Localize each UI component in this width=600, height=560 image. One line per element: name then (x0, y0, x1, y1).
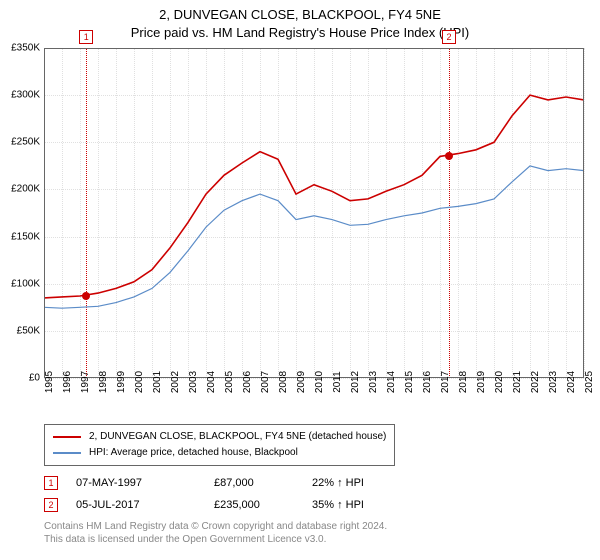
x-tick-label: 2025 (584, 371, 595, 393)
sale-vs-hpi: 22% ↑ HPI (312, 477, 402, 489)
sale-date: 05-JUL-2017 (76, 499, 196, 511)
table-row: 1 07-MAY-1997 £87,000 22% ↑ HPI (44, 472, 402, 494)
y-tick-label: £100K (0, 278, 40, 289)
x-tick-label: 2020 (494, 371, 505, 393)
chart-container: 2, DUNVEGAN CLOSE, BLACKPOOL, FY4 5NE Pr… (0, 0, 600, 560)
x-tick-label: 2000 (134, 371, 145, 393)
x-tick-label: 2002 (170, 371, 181, 393)
x-tick-label: 2006 (242, 371, 253, 393)
sale-marker-badge: 2 (442, 30, 456, 44)
x-tick-label: 2008 (278, 371, 289, 393)
footnote: Contains HM Land Registry data © Crown c… (44, 520, 387, 546)
footnote-line: Contains HM Land Registry data © Crown c… (44, 520, 387, 533)
y-tick-label: £150K (0, 231, 40, 242)
x-tick-label: 1995 (44, 371, 55, 393)
legend-item: HPI: Average price, detached house, Blac… (53, 445, 386, 461)
x-tick-label: 2012 (350, 371, 361, 393)
sale-marker-badge: 1 (79, 30, 93, 44)
sale-date: 07-MAY-1997 (76, 477, 196, 489)
x-tick-label: 2015 (404, 371, 415, 393)
legend: 2, DUNVEGAN CLOSE, BLACKPOOL, FY4 5NE (d… (44, 424, 395, 466)
x-tick-label: 2005 (224, 371, 235, 393)
sale-price: £235,000 (214, 499, 294, 511)
legend-swatch (53, 436, 81, 438)
x-tick-label: 2019 (476, 371, 487, 393)
legend-swatch (53, 452, 81, 454)
x-tick-label: 2023 (548, 371, 559, 393)
x-tick-label: 2014 (386, 371, 397, 393)
x-tick-label: 2009 (296, 371, 307, 393)
marker-badge: 2 (44, 498, 58, 512)
x-tick-label: 1996 (62, 371, 73, 393)
y-tick-label: £350K (0, 43, 40, 54)
x-tick-label: 2003 (188, 371, 199, 393)
x-tick-label: 1997 (80, 371, 91, 393)
title-address: 2, DUNVEGAN CLOSE, BLACKPOOL, FY4 5NE (0, 6, 600, 24)
y-tick-label: £50K (0, 325, 40, 336)
x-tick-label: 2004 (206, 371, 217, 393)
y-tick-label: £0 (0, 373, 40, 384)
sale-price: £87,000 (214, 477, 294, 489)
x-tick-label: 2010 (314, 371, 325, 393)
x-tick-label: 2013 (368, 371, 379, 393)
x-tick-label: 2016 (422, 371, 433, 393)
table-row: 2 05-JUL-2017 £235,000 35% ↑ HPI (44, 494, 402, 516)
marker-badge: 1 (44, 476, 58, 490)
chart-area (44, 48, 584, 378)
x-tick-label: 2017 (440, 371, 451, 393)
x-tick-label: 2021 (512, 371, 523, 393)
x-tick-label: 2022 (530, 371, 541, 393)
footnote-line: This data is licensed under the Open Gov… (44, 533, 387, 546)
x-tick-label: 2001 (152, 371, 163, 393)
y-tick-label: £250K (0, 137, 40, 148)
x-tick-label: 2007 (260, 371, 271, 393)
y-tick-label: £200K (0, 184, 40, 195)
chart-border (44, 48, 584, 378)
x-tick-label: 1999 (116, 371, 127, 393)
sale-vs-hpi: 35% ↑ HPI (312, 499, 402, 511)
x-tick-label: 2018 (458, 371, 469, 393)
legend-label: 2, DUNVEGAN CLOSE, BLACKPOOL, FY4 5NE (d… (89, 429, 386, 445)
x-tick-label: 1998 (98, 371, 109, 393)
x-tick-label: 2011 (332, 371, 343, 393)
y-tick-label: £300K (0, 90, 40, 101)
x-tick-label: 2024 (566, 371, 577, 393)
legend-item: 2, DUNVEGAN CLOSE, BLACKPOOL, FY4 5NE (d… (53, 429, 386, 445)
sales-table: 1 07-MAY-1997 £87,000 22% ↑ HPI 2 05-JUL… (44, 472, 402, 516)
legend-label: HPI: Average price, detached house, Blac… (89, 445, 298, 461)
